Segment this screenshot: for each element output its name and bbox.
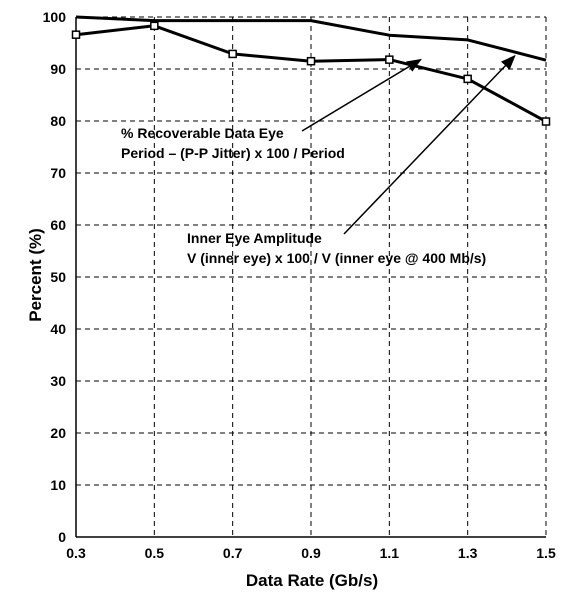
x-tick-label: 1.3 — [458, 545, 478, 561]
data-point — [385, 55, 394, 64]
x-tick-label: 0.9 — [301, 545, 321, 561]
tick-labels: 0 10 20 30 40 50 60 70 80 90 100 0.3 0.5 0.7 0.9 1.1 1.3… — [43, 9, 556, 561]
x-tick-label: 0.5 — [145, 545, 165, 561]
data-point — [306, 56, 316, 66]
data-point — [71, 30, 81, 39]
y-tick-label: 30 — [50, 373, 66, 389]
annotations: % Recoverable Data Eye Period – (P-P Jitt… — [121, 54, 516, 266]
y-tick-label: 100 — [43, 9, 67, 25]
series-line — [75, 15, 547, 62]
annotation-text: Period – (P-P Jitter) x 100 / Period — [121, 145, 345, 161]
series-markers — [71, 21, 551, 126]
y-tick-label: 20 — [50, 425, 66, 441]
annotation-arrow — [343, 54, 516, 235]
y-tick-label: 80 — [50, 113, 66, 129]
y-tick-label: 40 — [50, 321, 66, 337]
data-point — [463, 74, 472, 84]
y-tick-label: 60 — [50, 217, 66, 233]
x-tick-label: 1.1 — [380, 545, 400, 561]
y-axis-title: Percent (%) — [26, 228, 45, 322]
x-tick-label: 0.3 — [66, 545, 86, 561]
annotation-text: Inner Eye Amplitude — [187, 230, 322, 246]
y-tick-label: 90 — [50, 61, 66, 77]
x-tick-label: 0.7 — [223, 545, 243, 561]
x-axis-title: Data Rate (Gb/s) — [246, 571, 378, 590]
data-point — [541, 117, 551, 126]
y-tick-label: 0 — [58, 529, 66, 545]
y-tick-label: 10 — [50, 477, 66, 493]
annotation-text: V (inner eye) x 100 / V (inner eye @ 400… — [187, 250, 486, 266]
x-tick-label: 1.5 — [536, 545, 556, 561]
grid-lines — [76, 17, 546, 537]
y-tick-label: 50 — [50, 269, 66, 285]
annotation-arrow — [301, 58, 422, 132]
annotation-text: % Recoverable Data Eye — [121, 125, 284, 141]
plot-frame — [75, 16, 547, 538]
data-point — [150, 21, 159, 31]
data-point — [228, 49, 237, 59]
y-tick-label: 70 — [50, 165, 66, 181]
